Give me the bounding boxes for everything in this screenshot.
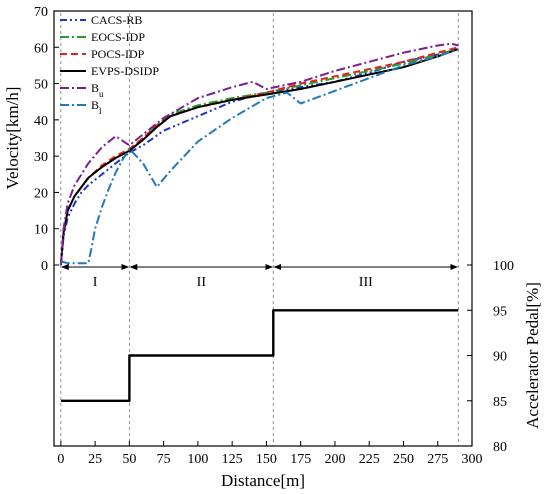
x-tick-label: 75: [157, 452, 171, 467]
legend-label: CACS-RB: [91, 13, 142, 27]
region-label: II: [197, 275, 207, 290]
regions-layer: I II III: [61, 263, 459, 290]
y-tick-label: 40: [34, 114, 48, 129]
x-axis-ticks: 0 25 50 75 100 125 150 175 200 225 250 275 300: [57, 441, 483, 467]
y2-tick-label: 80: [493, 440, 507, 455]
legend-label: Bu: [91, 81, 104, 99]
x-tick-label: 250: [393, 452, 414, 467]
legend-label: Bl: [91, 98, 102, 116]
y2-tick-label: 100: [493, 259, 514, 274]
region-label: III: [359, 275, 373, 290]
series-line-eocs-idp: [59, 48, 459, 266]
legend-label: EVPS-DSIDP: [91, 64, 159, 78]
x-tick-label: 225: [359, 452, 380, 467]
series-line-accelerator-pedal: [60, 309, 459, 402]
legend-label: EOCS-IDP: [91, 30, 145, 44]
y-axis-ticks: 0 10 20 30 40 50 60 70: [34, 5, 59, 274]
x-tick-label: 175: [290, 452, 311, 467]
y-tick-label: 60: [34, 41, 48, 56]
x-axis-label: Distance[m]: [221, 471, 305, 490]
x-tick-label: 100: [187, 452, 208, 467]
y-tick-label: 10: [34, 223, 48, 238]
x-tick-label: 150: [256, 452, 277, 467]
series-layer: [59, 42, 459, 402]
y-tick-label: 30: [34, 150, 48, 165]
y-tick-label: 50: [34, 78, 48, 93]
y2-tick-label: 95: [493, 304, 507, 319]
region-label: I: [93, 275, 98, 290]
series-line-cacs-rb: [59, 48, 459, 266]
x-tick-label: 300: [462, 452, 483, 467]
y-tick-label: 20: [34, 186, 48, 201]
y-axis-label: Velocity[km/h]: [3, 87, 22, 190]
series-line-b-u: [59, 42, 459, 266]
y2-axis-ticks: 80 85 90 95 100: [467, 259, 514, 455]
series-line-b-l: [60, 48, 459, 265]
x-tick-label: 0: [57, 452, 64, 467]
y-tick-label: 0: [41, 259, 48, 274]
y2-tick-label: 85: [493, 395, 507, 410]
y2-tick-label: 90: [493, 350, 507, 365]
legend-label: POCS-IDP: [91, 47, 145, 61]
y2-axis-label: Accelerator Pedal[%]: [523, 282, 542, 429]
x-tick-label: 125: [222, 452, 243, 467]
x-tick-label: 25: [88, 452, 102, 467]
series-line-evps-dsidp: [59, 48, 459, 266]
y-tick-label: 70: [34, 5, 48, 20]
x-tick-label: 200: [324, 452, 345, 467]
x-tick-label: 275: [427, 452, 448, 467]
x-tick-label: 50: [122, 452, 136, 467]
